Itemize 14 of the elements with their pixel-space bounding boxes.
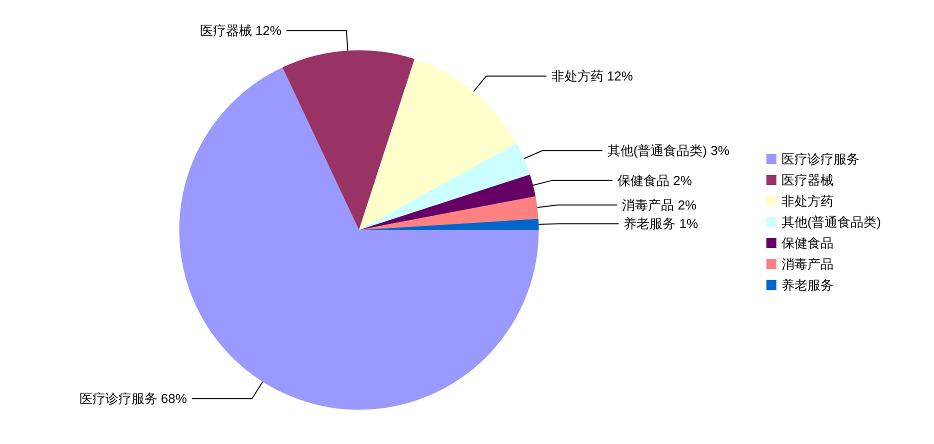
category-label: 医疗诊疗服务 68% — [79, 391, 187, 406]
legend-label: 医疗器械 — [781, 172, 834, 188]
category-label: 医疗器械 12% — [200, 23, 282, 38]
legend-label: 消毒产品 — [781, 256, 834, 272]
category-label: 养老服务 1% — [624, 216, 698, 232]
legend-label: 非处方药 — [781, 194, 834, 208]
legend-label: 其他(普通食品类) — [781, 214, 882, 230]
legend-label: 养老服务 — [781, 278, 834, 292]
category-label: 非处方药 12% — [551, 68, 633, 84]
legend-label: 医疗诊疗服务 — [781, 152, 860, 166]
category-label: 消毒产品 2% — [622, 197, 697, 212]
category-label: 其他(普通食品类) 3% — [607, 143, 730, 158]
legend-label: 保健食品 — [781, 236, 834, 250]
category-label: 保健食品 2% — [617, 172, 692, 188]
